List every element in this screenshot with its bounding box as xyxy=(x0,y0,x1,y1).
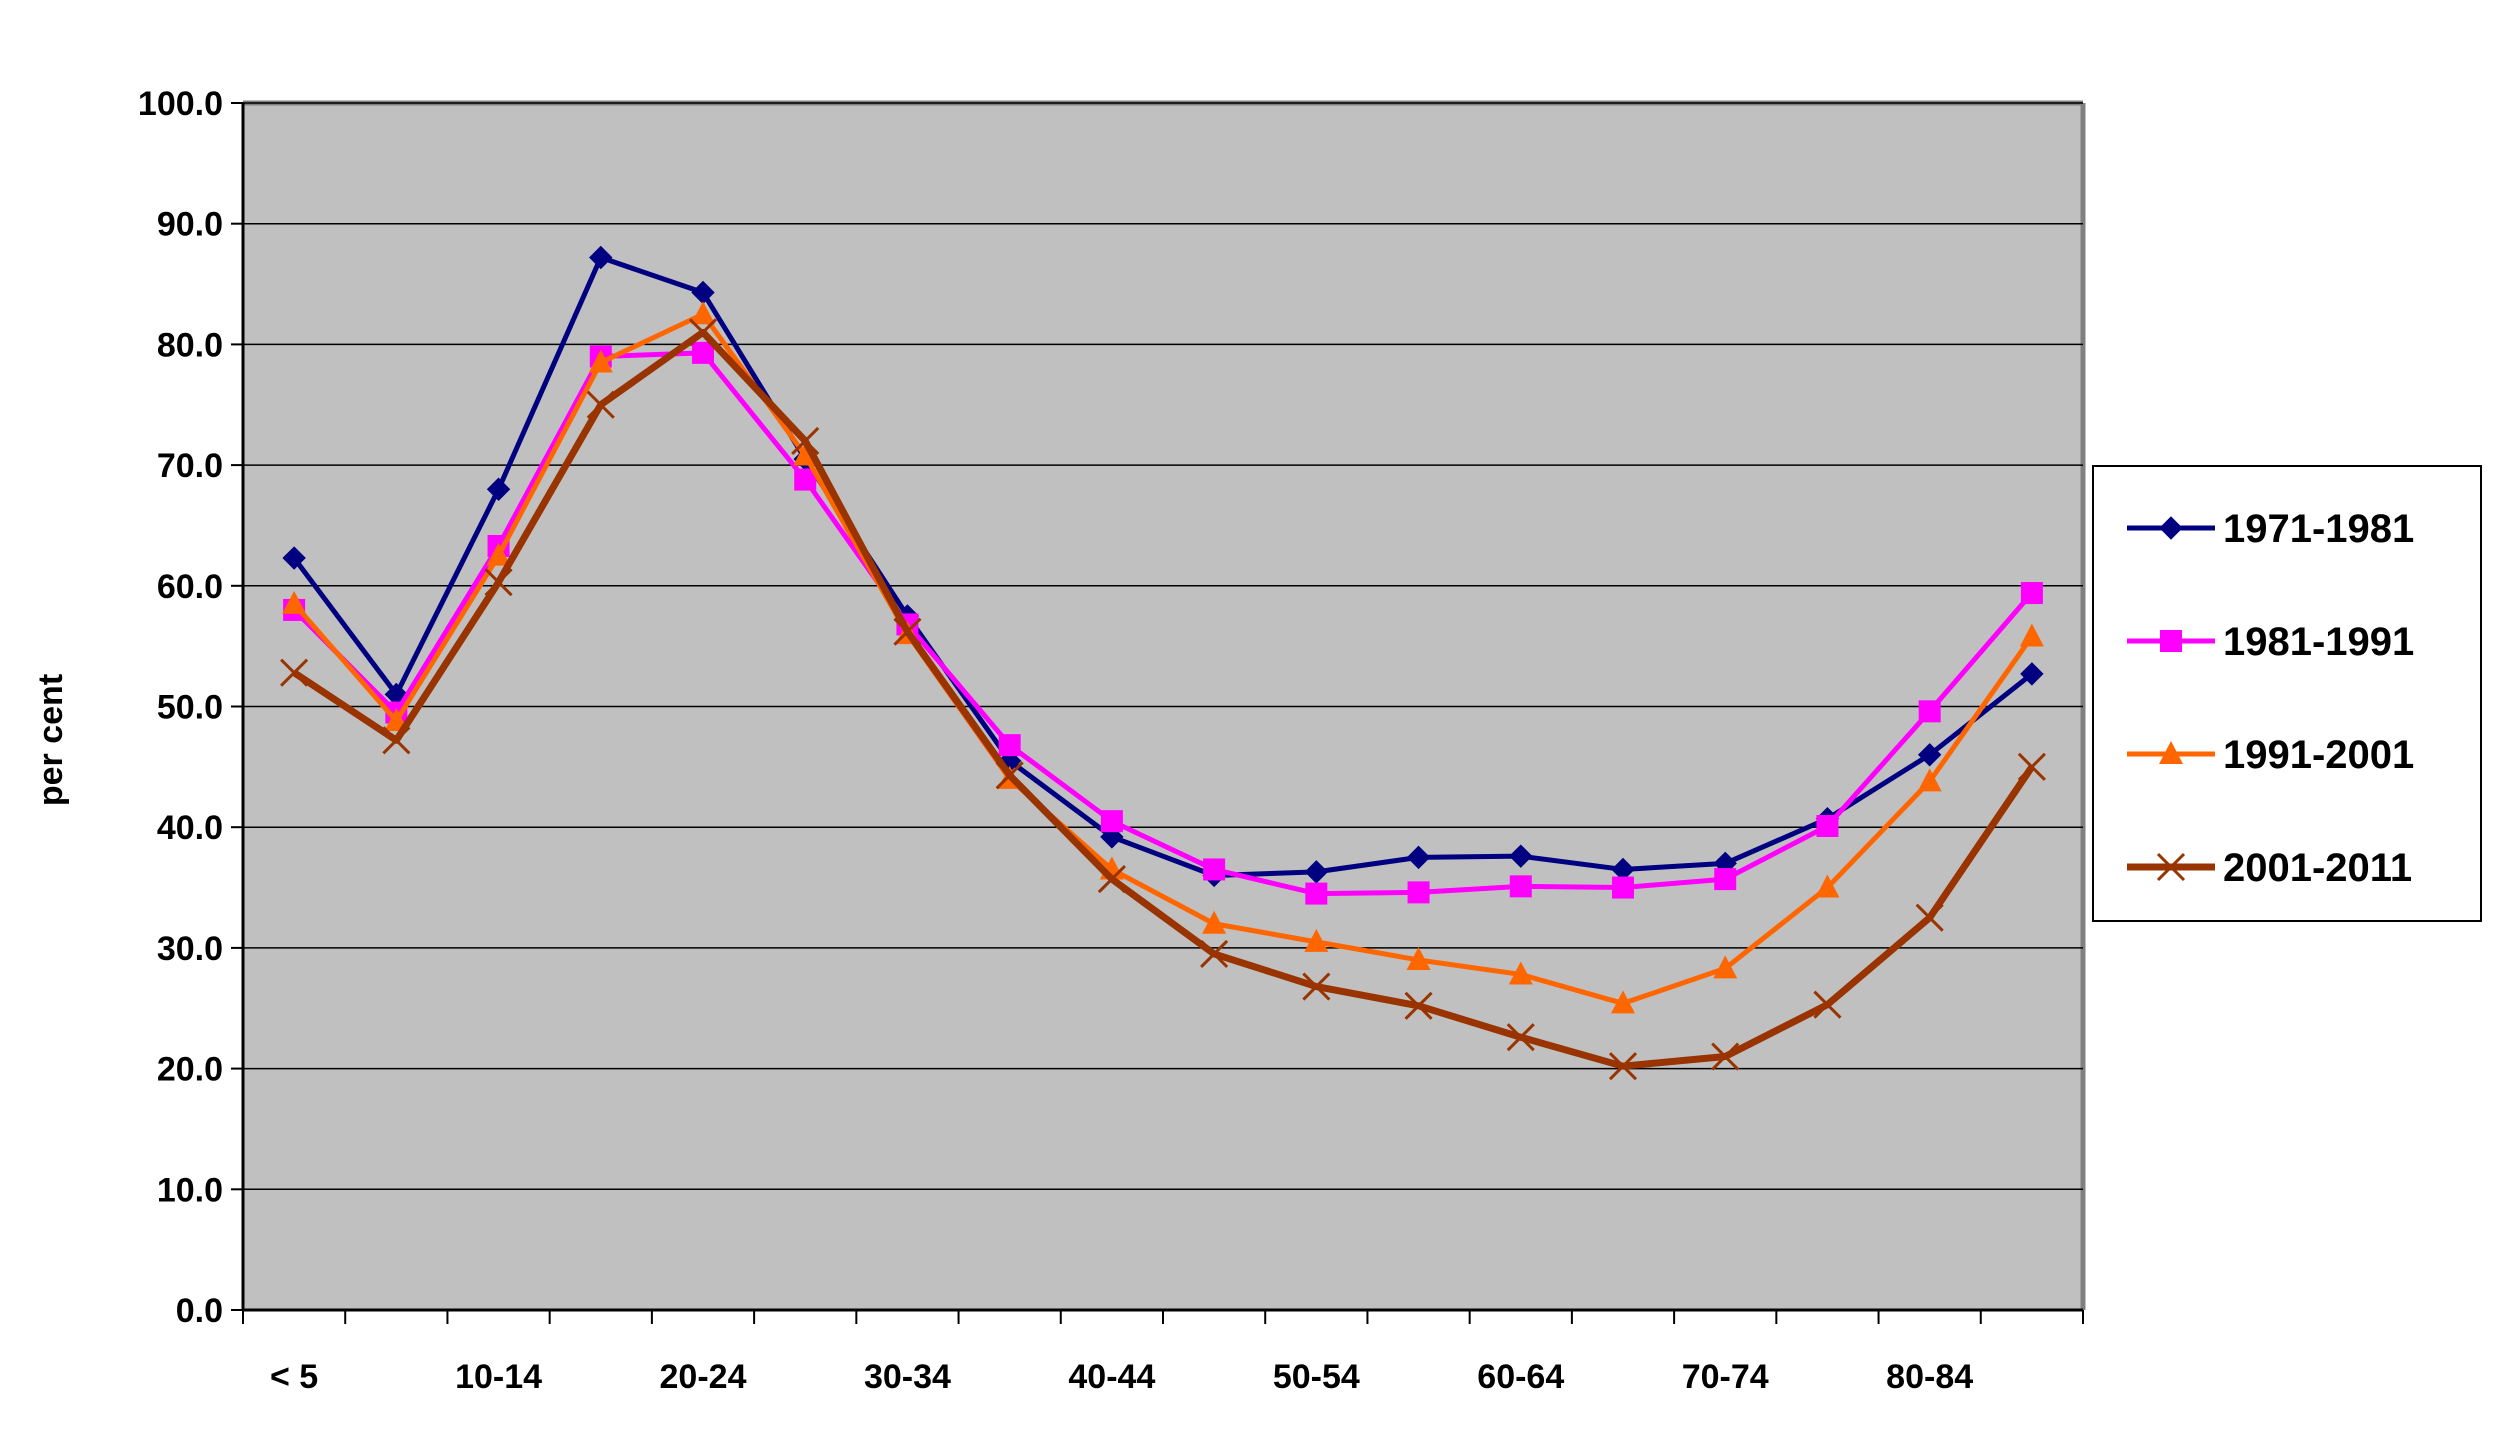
data-point-diamond xyxy=(2159,516,2183,540)
series-line xyxy=(292,311,2034,1006)
series-1981-1991 xyxy=(283,341,2043,905)
data-point-square xyxy=(2020,582,2043,605)
legend-box xyxy=(2092,465,2482,922)
data-point-x xyxy=(688,318,718,347)
data-point-x xyxy=(791,426,820,456)
series-line xyxy=(292,254,2034,878)
data-point-triangle xyxy=(486,542,511,566)
y-axis-label: per cent xyxy=(32,674,70,806)
data-point-x xyxy=(995,761,1024,790)
data-point-x xyxy=(2017,752,2046,781)
gridlines xyxy=(243,102,2083,1191)
data-point-triangle xyxy=(1304,928,1329,952)
data-point-triangle xyxy=(1508,961,1533,985)
data-point-triangle xyxy=(691,301,715,325)
data-point-square xyxy=(1816,814,1839,837)
data-point-square xyxy=(1100,810,1123,833)
data-point-x xyxy=(2156,852,2186,882)
data-point-triangle xyxy=(588,349,613,373)
data-point-square xyxy=(998,734,1021,757)
x-tick-label: 70-74 xyxy=(1682,1358,1769,1396)
y-tick-label: 90.0 xyxy=(157,206,223,244)
data-point-diamond xyxy=(1406,845,1431,870)
data-point-x xyxy=(1200,939,1229,968)
legend-entry: 1981-1991 xyxy=(2127,620,2414,664)
y-tick-label: 70.0 xyxy=(157,447,223,485)
series-group xyxy=(280,245,2046,1081)
data-point-triangle xyxy=(1611,990,1635,1014)
data-point-square xyxy=(794,468,817,491)
data-point-square xyxy=(1918,700,1941,723)
y-tick-label: 60.0 xyxy=(157,568,223,606)
data-point-x xyxy=(586,390,615,419)
x-tick-label: 50-54 xyxy=(1273,1358,1360,1396)
data-point-diamond xyxy=(2020,662,2044,686)
data-point-x xyxy=(1302,972,1331,1001)
data-point-x xyxy=(1813,990,1842,1019)
data-point-triangle xyxy=(2019,623,2044,647)
data-point-square xyxy=(1612,876,1634,899)
data-point-triangle xyxy=(1713,955,1738,979)
data-point-triangle xyxy=(1815,874,1840,898)
y-tick-label: 40.0 xyxy=(157,809,223,847)
data-point-square xyxy=(692,341,714,364)
data-point-diamond xyxy=(1509,844,1533,868)
data-point-square xyxy=(1407,881,1430,904)
data-point-square xyxy=(1714,868,1737,891)
x-tick-label: 80-84 xyxy=(1886,1358,1973,1396)
data-point-x xyxy=(1711,1042,1740,1071)
data-point-x xyxy=(1608,1052,1638,1081)
data-point-x xyxy=(382,726,411,755)
data-point-diamond xyxy=(1917,743,1942,767)
x-tick-label: 20-24 xyxy=(660,1358,747,1396)
x-tick-label: 60-64 xyxy=(1477,1358,1564,1396)
y-tick-label: 0.0 xyxy=(176,1292,223,1330)
legend-entry: 2001-2011 xyxy=(2127,846,2412,890)
data-point-x xyxy=(484,568,513,597)
y-tick-label: 80.0 xyxy=(157,326,223,364)
legend-entry: 1971-1981 xyxy=(2127,507,2414,551)
legend-label: 1981-1991 xyxy=(2223,620,2414,664)
series-line xyxy=(292,350,2034,897)
data-point-square xyxy=(1305,882,1328,905)
legend-label: 1991-2001 xyxy=(2223,733,2414,777)
legend-entry: 1991-2001 xyxy=(2127,733,2414,777)
data-point-x xyxy=(1915,903,1944,932)
legend-label: 1971-1981 xyxy=(2223,507,2414,551)
x-tick-label: 30-34 xyxy=(864,1358,951,1396)
data-point-diamond xyxy=(486,477,511,501)
data-point-triangle xyxy=(1202,910,1227,934)
y-tick-label: 20.0 xyxy=(157,1051,223,1089)
series-2001-2011 xyxy=(280,318,2046,1081)
series-1971-1981 xyxy=(282,245,2044,888)
data-point-x xyxy=(893,617,922,646)
y-tick-label: 50.0 xyxy=(157,689,223,727)
data-point-x xyxy=(1404,991,1433,1020)
y-tick-label: 30.0 xyxy=(157,930,223,968)
y-tick-label: 100.0 xyxy=(138,85,223,123)
data-point-diamond xyxy=(589,245,613,270)
data-point-triangle xyxy=(282,590,307,614)
data-point-x xyxy=(280,658,309,687)
series-line xyxy=(292,328,2035,1070)
data-point-square xyxy=(1509,875,1532,898)
x-tick-label: 10-14 xyxy=(455,1358,542,1396)
legend: 1971-1981 1981-1991 1991-2001 2001-2011 xyxy=(2092,465,2482,922)
data-point-triangle xyxy=(1917,768,1942,792)
data-point-triangle xyxy=(2159,741,2183,764)
data-point-square xyxy=(1203,858,1226,881)
data-point-x xyxy=(1097,865,1126,894)
data-point-square xyxy=(2160,630,2182,652)
axes: 0.0 10.0 20.0 30.0 40.0 50.0 60.0 70.0 80.0 90.0 1… xyxy=(138,85,2084,1396)
y-tick-label: 10.0 xyxy=(157,1171,223,1209)
data-point-triangle xyxy=(793,442,818,466)
x-tick-label: 40-44 xyxy=(1068,1358,1155,1396)
data-point-diamond xyxy=(282,546,306,570)
x-tick-label: < 5 xyxy=(270,1358,318,1396)
legend-label: 2001-2011 xyxy=(2223,846,2412,890)
data-point-x xyxy=(1506,1023,1535,1052)
data-point-triangle xyxy=(1406,946,1431,970)
